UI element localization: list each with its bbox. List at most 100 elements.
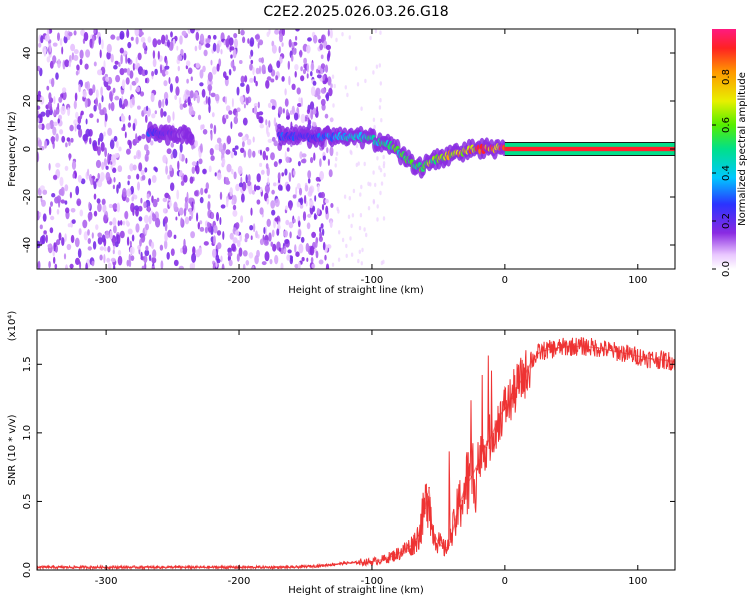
noise-speckle [64, 233, 67, 242]
noise-speckle [288, 221, 294, 229]
noise-speckle [327, 76, 332, 86]
noise-speckle [85, 262, 88, 269]
noise-speckle [195, 31, 200, 41]
noise-speckle [295, 251, 300, 257]
noise-speckle [68, 153, 71, 161]
noise-speckle [267, 138, 273, 143]
noise-speckle [234, 38, 238, 49]
noise-speckle [360, 184, 363, 190]
noise-speckle [341, 32, 344, 37]
noise-speckle [151, 265, 155, 269]
noise-speckle [51, 193, 56, 198]
noise-speckle [78, 228, 82, 236]
noise-speckle [335, 156, 338, 162]
noise-speckle [221, 157, 226, 166]
noise-speckle [329, 146, 334, 157]
noise-speckle [306, 73, 309, 79]
noise-speckle [122, 187, 127, 198]
noise-speckle [155, 217, 161, 228]
noise-speckle [105, 230, 110, 239]
colorbar-ticks: 0.0 0.2 0.4 0.6 0.8 [712, 69, 732, 277]
noise-speckle [91, 232, 94, 239]
colorbar-tick-label: 0.0 [721, 261, 732, 277]
noise-speckle [324, 113, 329, 119]
noise-speckle [167, 39, 170, 48]
noise-speckle [109, 230, 113, 240]
snr-data-point [424, 507, 426, 510]
noise-speckle [355, 143, 359, 149]
noise-speckle [256, 199, 261, 205]
noise-speckle [220, 204, 226, 209]
noise-speckle [125, 54, 128, 64]
noise-speckle [65, 207, 70, 214]
noise-speckle [355, 162, 358, 168]
noise-speckle [137, 181, 140, 191]
snr-data-point [437, 541, 440, 544]
noise-speckle [310, 109, 314, 120]
noise-speckle [92, 84, 96, 94]
noise-speckle [61, 237, 65, 246]
snr-data-point [597, 347, 599, 349]
noise-speckle [254, 255, 259, 265]
noise-speckle [306, 257, 309, 262]
noise-speckle [130, 36, 134, 41]
snr-data-point [484, 445, 486, 448]
noise-speckle [301, 257, 305, 262]
noise-speckle [226, 135, 232, 145]
noise-speckle [107, 127, 113, 136]
noise-speckle [170, 248, 175, 256]
noise-speckle [244, 233, 250, 240]
y-tick-label: 0.5 [22, 493, 33, 509]
x-tick-label: 0 [502, 275, 508, 286]
noise-speckle [219, 191, 223, 200]
noise-speckle [122, 220, 125, 226]
noise-speckle [286, 184, 291, 192]
noise-speckle [99, 49, 102, 59]
noise-speckle [318, 259, 324, 265]
noise-speckle [259, 65, 261, 75]
noise-speckle [327, 158, 330, 166]
noise-speckle [139, 238, 142, 247]
noise-speckle [183, 52, 187, 61]
noise-speckle [40, 35, 44, 44]
noise-speckle [146, 149, 150, 156]
noise-speckle [242, 263, 246, 269]
noise-speckle [337, 257, 341, 262]
noise-speckle [100, 141, 105, 152]
noise-speckle [232, 209, 238, 217]
noise-speckle [55, 72, 59, 80]
noise-speckle [320, 63, 326, 69]
noise-speckle [378, 105, 382, 110]
noise-speckle [288, 172, 292, 183]
noise-speckle [231, 199, 235, 205]
noise-speckle [240, 147, 245, 153]
noise-speckle [233, 171, 237, 180]
noise-speckle [144, 69, 148, 76]
noise-speckle [249, 225, 254, 231]
noise-speckle [231, 168, 234, 175]
y-tick-label: 0 [22, 146, 33, 152]
noise-speckle [207, 96, 211, 107]
noise-speckle [109, 221, 113, 226]
noise-speckle [95, 224, 99, 231]
noise-speckle [41, 234, 46, 245]
noise-speckle [121, 115, 126, 123]
noise-speckle [208, 86, 211, 96]
noise-speckle [129, 246, 135, 255]
noise-speckle [209, 148, 214, 156]
noise-speckle [270, 200, 276, 209]
noise-speckle [181, 30, 187, 36]
noise-speckle [324, 254, 327, 261]
noise-speckle [57, 102, 60, 110]
noise-speckle [172, 111, 175, 121]
noise-speckle [137, 135, 142, 141]
noise-speckle [55, 162, 61, 168]
noise-speckle [228, 259, 233, 267]
noise-speckle [160, 260, 164, 269]
noise-speckle [316, 106, 319, 113]
noise-speckle [207, 71, 213, 82]
noise-speckle [251, 190, 255, 195]
noise-speckle [320, 191, 326, 199]
noise-speckle [64, 200, 68, 205]
noise-speckle [205, 95, 208, 105]
